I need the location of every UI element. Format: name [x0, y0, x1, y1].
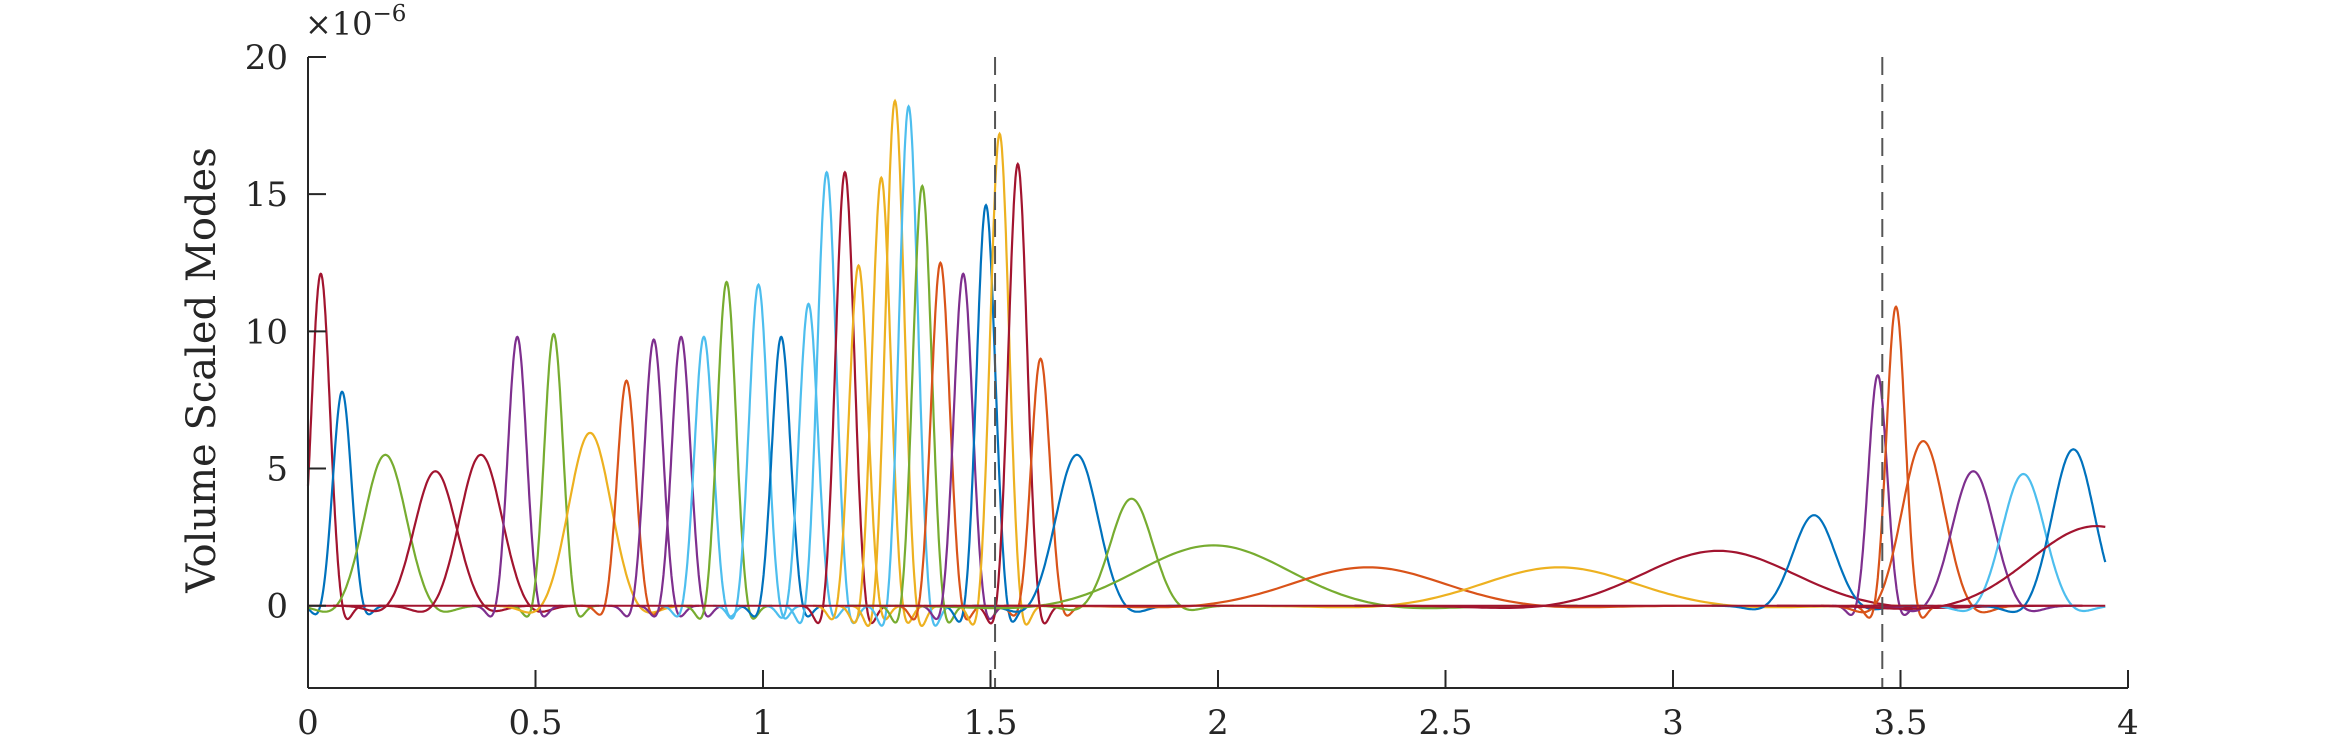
mode-curve-33	[1004, 566, 1733, 609]
x-ticks: 0 0.5 1 1.5 2 2.5 3 3.5 4	[297, 670, 2139, 743]
y-tick-label: 20	[245, 38, 288, 78]
x-tick-label: 1	[752, 703, 774, 743]
mode-curve-18	[799, 170, 891, 625]
y-exponent-label: ×10−6	[305, 1, 406, 43]
mode-curve-38	[1850, 305, 1942, 619]
mode-curve-35	[1354, 549, 2083, 609]
mode-curve-5	[378, 453, 584, 613]
mode-curve-31	[1029, 497, 1234, 612]
mode-curve-6	[471, 335, 563, 618]
x-tick-label: 2	[1207, 703, 1229, 743]
mode-curve-7	[508, 332, 600, 618]
mode-curves	[306, 98, 2107, 628]
mode-curve-3	[307, 453, 488, 613]
mode-curve-41	[1921, 472, 2106, 613]
mode-curve-26	[940, 203, 1032, 623]
x-tick-label: 3	[1662, 703, 1684, 743]
y-ticks: 0 5 10 15 20	[245, 38, 326, 627]
mode-curve-14	[712, 282, 805, 620]
interface-lines	[994, 57, 1884, 688]
mode-curve-37	[1832, 373, 1924, 616]
mode-curve-10	[608, 338, 700, 618]
mode-curve-19	[813, 263, 905, 621]
y-tick-label: 15	[245, 175, 288, 215]
mode-curve-4	[333, 470, 538, 613]
y-axis-label: Volume Scaled Modes	[179, 147, 225, 593]
x-tick-label: 3.5	[1873, 703, 1927, 743]
x-tick-label: 0.5	[508, 703, 562, 743]
mode-curve-23	[876, 184, 968, 624]
axes	[307, 57, 2128, 689]
mode-curve-22	[863, 104, 955, 627]
mode-curve-11	[635, 335, 727, 618]
mode-curve-21	[849, 98, 941, 628]
mode-curve-40	[1870, 470, 2076, 613]
mode-curve-39	[1820, 439, 2026, 614]
mode-curve-24	[894, 261, 986, 621]
y-tick-label: 0	[266, 587, 288, 627]
mode-curve-9	[581, 379, 672, 616]
mode-curve-36	[1711, 514, 1917, 611]
mode-curve-16	[762, 302, 855, 619]
y-tick-label: 10	[245, 312, 288, 352]
mode-curve-42	[1971, 448, 2107, 614]
x-tick-label: 1.5	[963, 703, 1017, 743]
mode-curve-29	[994, 357, 1087, 617]
mode-curve-34	[1195, 566, 1924, 609]
x-tick-label: 0	[297, 703, 319, 743]
mode-curve-28	[972, 162, 1064, 625]
mode-curve-30	[974, 453, 1180, 613]
mode-curve-27	[954, 131, 1046, 626]
x-tick-label: 4	[2117, 703, 2139, 743]
mode-curve-1	[306, 272, 367, 621]
y-tick-label: 5	[266, 450, 288, 490]
x-tick-label: 2.5	[1418, 703, 1472, 743]
